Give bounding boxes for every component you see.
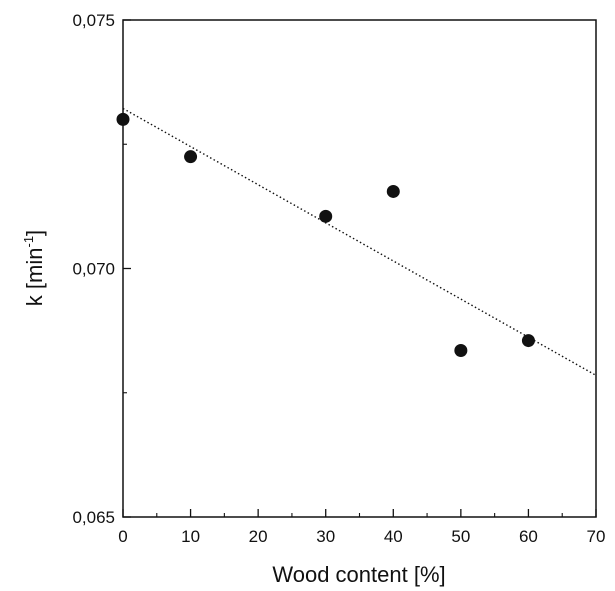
x-tick-label: 60 xyxy=(519,527,538,546)
y-axis-title-close: ] xyxy=(22,230,47,236)
y-axis: 0,065 0,070 0,075 xyxy=(72,11,131,527)
x-tick-label: 20 xyxy=(249,527,268,546)
data-point xyxy=(521,334,535,348)
data-point xyxy=(319,209,333,223)
data-point xyxy=(184,150,198,164)
x-tick-label: 0 xyxy=(118,527,127,546)
x-tick-label: 30 xyxy=(316,527,335,546)
y-axis-title-main: k [min xyxy=(22,248,47,307)
x-tick-label: 70 xyxy=(587,527,606,546)
x-axis: 0 10 20 30 40 50 60 70 xyxy=(118,509,605,546)
data-point xyxy=(386,184,400,198)
y-tick-label: 0,075 xyxy=(72,11,115,30)
x-tick-label: 50 xyxy=(451,527,470,546)
y-tick-label: 0,065 xyxy=(72,508,115,527)
y-axis-title: k [min-1] xyxy=(21,230,47,306)
x-tick-label: 40 xyxy=(384,527,403,546)
x-axis-title: Wood content [%] xyxy=(272,562,445,587)
data-point xyxy=(116,112,130,126)
data-point xyxy=(454,344,468,358)
trend-line xyxy=(122,107,597,376)
y-tick-label: 0,070 xyxy=(72,260,115,279)
y-axis-title-superscript: -1 xyxy=(21,236,36,248)
plot-frame xyxy=(122,19,597,518)
data-points xyxy=(116,112,535,358)
x-tick-label: 10 xyxy=(181,527,200,546)
